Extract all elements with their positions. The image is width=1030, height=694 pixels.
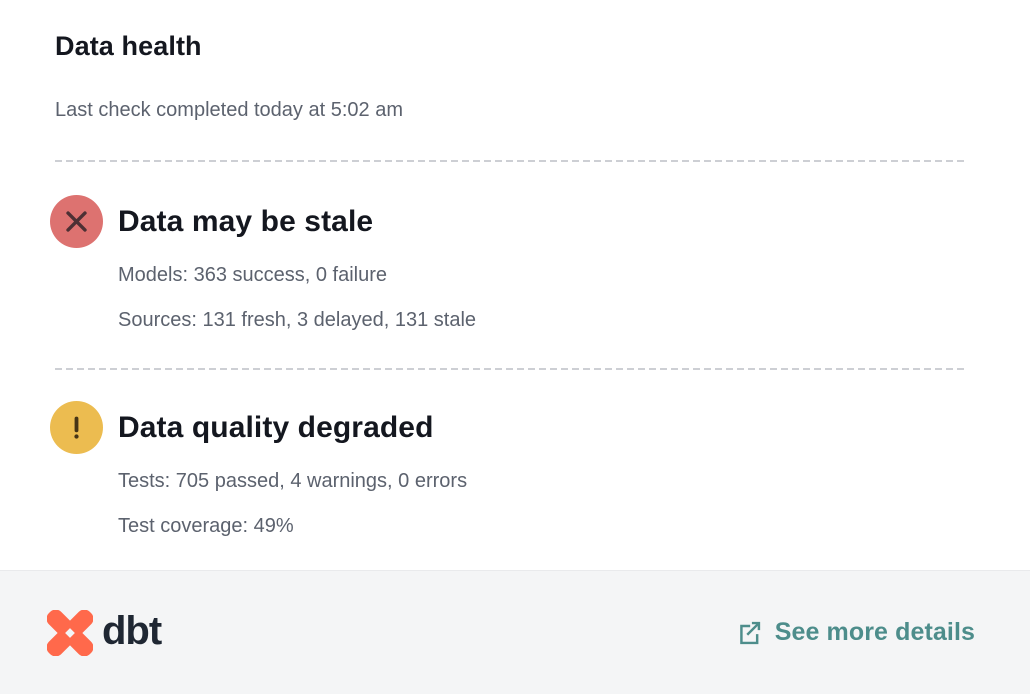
- external-link-icon: [735, 619, 763, 647]
- data-quality-section: Data quality degraded Tests: 705 passed,…: [50, 401, 975, 538]
- dashed-divider: [55, 160, 967, 163]
- see-more-details-label: See more details: [774, 618, 975, 646]
- dbt-brand: dbt: [47, 608, 162, 656]
- models-status-line: Models: 363 success, 0 failure: [118, 264, 388, 287]
- test-coverage-line: Test coverage: 49%: [118, 515, 294, 538]
- card-body: Data health Last check completed today a…: [50, 31, 975, 538]
- section-details: Models: 363 success, 0 failure Sources: …: [118, 263, 975, 332]
- page-title: Data health: [55, 31, 202, 61]
- section-header-row: Data may be stale: [50, 195, 975, 249]
- see-more-details-link[interactable]: See more details: [735, 618, 975, 647]
- stale-data-section: Data may be stale Models: 363 success, 0…: [50, 195, 975, 332]
- section-title-stale: Data may be stale: [118, 205, 374, 239]
- section-details: Tests: 705 passed, 4 warnings, 0 errors …: [118, 469, 975, 538]
- last-check-timestamp: Last check completed today at 5:02 am: [55, 99, 403, 122]
- alert-circle-icon: [50, 401, 103, 455]
- section-title-quality: Data quality degraded: [118, 411, 434, 445]
- x-circle-icon: [50, 195, 103, 249]
- sources-status-line: Sources: 131 fresh, 3 delayed, 131 stale: [118, 309, 477, 332]
- dashed-divider: [55, 368, 967, 371]
- dbt-wordmark: dbt: [102, 608, 162, 653]
- section-header-row: Data quality degraded: [50, 401, 975, 455]
- card-footer: dbt See more details: [0, 570, 1030, 694]
- dbt-logo-icon: [47, 609, 93, 656]
- tests-status-line: Tests: 705 passed, 4 warnings, 0 errors: [118, 470, 468, 493]
